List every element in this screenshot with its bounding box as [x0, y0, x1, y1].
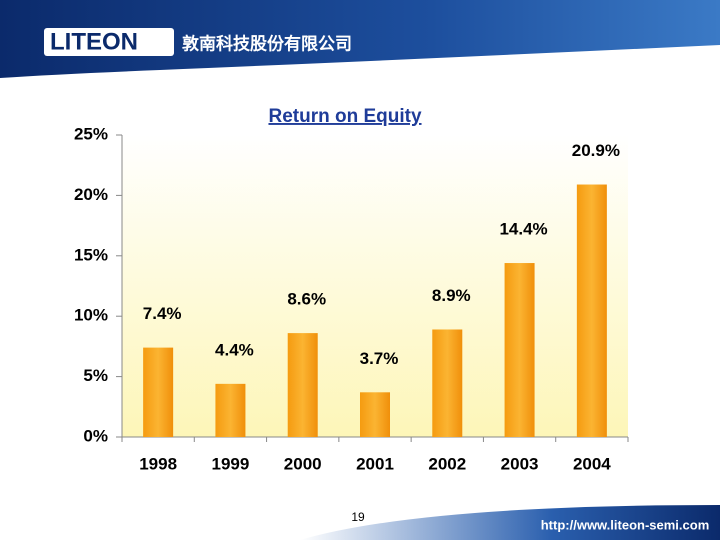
y-tick-label: 15%	[74, 245, 108, 264]
chart: 0% 5% 10% 15% 20% 25% 1998 7.4% 1999 4.4% 2000 8.6%…	[74, 124, 629, 473]
header-band	[0, 0, 720, 78]
y-tick-label: 0%	[83, 426, 108, 445]
y-tick-label: 10%	[74, 306, 108, 325]
bar	[215, 383, 246, 437]
x-tick-label: 2004	[573, 454, 611, 473]
y-tick-label: 25%	[74, 124, 108, 143]
bar	[504, 263, 535, 437]
url: http://www.liteon-semi.com	[541, 517, 710, 532]
bar	[576, 184, 607, 437]
page-number: 19	[351, 510, 365, 524]
value-label: 4.4%	[215, 340, 254, 359]
value-label: 14.4%	[499, 220, 547, 239]
x-tick-label: 1998	[139, 454, 177, 473]
x-tick-label: 2003	[501, 454, 539, 473]
x-tick-label: 2002	[428, 454, 466, 473]
bar	[432, 329, 463, 437]
y-tick-label: 5%	[83, 366, 108, 385]
x-tick-label: 2000	[284, 454, 322, 473]
bar	[143, 347, 174, 437]
value-label: 3.7%	[360, 349, 399, 368]
bar	[287, 333, 318, 437]
value-label: 8.6%	[287, 290, 326, 309]
chart-title: Return on Equity	[268, 106, 421, 127]
company-name: 敦南科技股份有限公司	[182, 33, 352, 53]
logo: LITEON	[50, 28, 138, 55]
x-tick-label: 2001	[356, 454, 394, 473]
plot-area	[122, 135, 628, 437]
value-label: 7.4%	[143, 304, 182, 323]
value-label: 20.9%	[572, 141, 620, 160]
y-tick-label: 20%	[74, 185, 108, 204]
logo-box	[44, 28, 174, 56]
footer-band	[300, 505, 720, 540]
value-label: 8.9%	[432, 286, 471, 305]
x-tick-label: 1999	[212, 454, 250, 473]
bar	[360, 392, 390, 437]
